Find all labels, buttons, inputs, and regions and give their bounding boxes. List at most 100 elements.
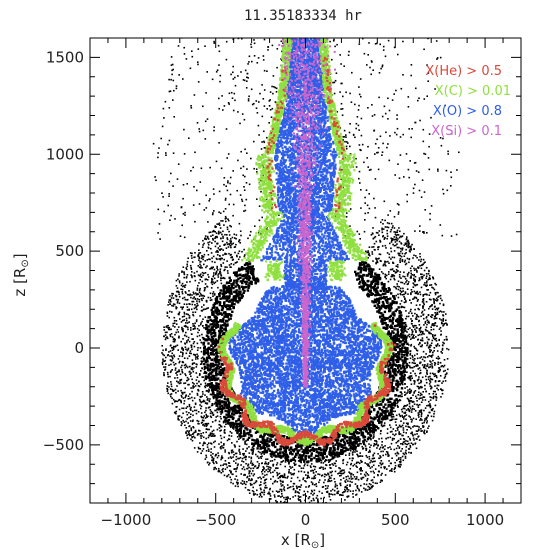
envelope-point bbox=[202, 274, 204, 277]
envelope-point bbox=[184, 324, 187, 327]
envelope-point bbox=[212, 441, 215, 444]
envelope-point bbox=[307, 455, 311, 458]
envelope-point bbox=[272, 441, 276, 444]
envelope-point bbox=[184, 363, 187, 366]
envelope-point bbox=[431, 419, 434, 422]
envelope-point bbox=[400, 255, 403, 258]
envelope-point bbox=[424, 388, 426, 390]
envelope-point bbox=[429, 396, 431, 398]
envelope-point bbox=[445, 319, 447, 322]
envelope-point bbox=[226, 237, 228, 239]
envelope-point bbox=[335, 465, 337, 467]
envelope-point bbox=[348, 452, 351, 455]
envelope-point bbox=[184, 396, 187, 399]
envelope-point bbox=[423, 430, 425, 433]
envelope-point bbox=[219, 255, 221, 257]
envelope-point bbox=[418, 319, 420, 322]
envelope-point bbox=[214, 384, 218, 388]
envelope-point bbox=[236, 481, 238, 484]
envelope-point bbox=[411, 291, 413, 293]
envelope-point bbox=[188, 434, 191, 437]
envelope-point bbox=[249, 430, 252, 433]
envelope-point bbox=[349, 484, 351, 486]
envelope-point bbox=[223, 322, 226, 326]
envelope-point bbox=[210, 319, 214, 322]
envelope-point bbox=[429, 363, 432, 366]
envelope-point bbox=[276, 448, 279, 451]
envelope-point bbox=[196, 363, 198, 366]
envelope-point bbox=[272, 465, 274, 467]
envelope-point bbox=[178, 419, 180, 421]
envelope-point bbox=[418, 320, 420, 323]
envelope-point bbox=[228, 465, 230, 467]
envelope-point bbox=[433, 288, 436, 291]
envelope-point bbox=[334, 470, 337, 473]
envelope-point bbox=[381, 425, 384, 428]
envelope-point bbox=[425, 316, 428, 318]
envelope-point bbox=[256, 455, 259, 458]
envelope-point bbox=[426, 365, 429, 367]
envelope-point bbox=[229, 224, 231, 227]
envelope-point bbox=[204, 272, 207, 274]
envelope-point bbox=[360, 468, 362, 470]
envelope-point bbox=[390, 448, 392, 450]
envelope-point bbox=[381, 219, 384, 221]
envelope-point bbox=[183, 311, 186, 314]
envelope-point bbox=[183, 382, 185, 385]
envelope-point bbox=[208, 428, 210, 431]
envelope-point bbox=[401, 383, 404, 386]
envelope-point bbox=[432, 324, 435, 327]
envelope-point bbox=[297, 495, 300, 497]
envelope-point bbox=[436, 384, 439, 387]
envelope-point bbox=[321, 455, 324, 458]
envelope-point bbox=[251, 453, 254, 455]
envelope-point bbox=[283, 488, 285, 490]
envelope-point bbox=[196, 302, 198, 305]
envelope-point bbox=[407, 344, 410, 346]
envelope-point bbox=[329, 480, 331, 483]
envelope-point bbox=[194, 403, 197, 406]
envelope-point bbox=[407, 408, 409, 410]
envelope-point bbox=[400, 353, 404, 356]
envelope-point bbox=[270, 478, 272, 480]
envelope-point bbox=[411, 419, 413, 421]
envelope-point bbox=[246, 467, 249, 470]
envelope-point bbox=[414, 275, 417, 278]
envelope-point bbox=[209, 432, 212, 434]
envelope-point bbox=[218, 420, 221, 423]
envelope-point bbox=[408, 242, 410, 245]
envelope-point bbox=[426, 330, 429, 332]
envelope-point bbox=[211, 411, 214, 414]
envelope-point bbox=[404, 393, 407, 396]
envelope-point bbox=[170, 383, 173, 385]
envelope-point bbox=[207, 436, 210, 439]
envelope-point bbox=[413, 439, 415, 441]
envelope-point bbox=[255, 453, 257, 456]
envelope-point bbox=[193, 345, 196, 348]
envelope-point bbox=[199, 363, 202, 365]
envelope-point bbox=[294, 491, 297, 494]
envelope-point bbox=[248, 475, 251, 477]
envelope-point bbox=[212, 281, 214, 283]
envelope-point bbox=[406, 349, 409, 353]
envelope-point bbox=[316, 494, 319, 497]
envelope-point bbox=[390, 258, 392, 260]
envelope-point bbox=[185, 317, 188, 320]
envelope-point bbox=[233, 237, 236, 239]
envelope-point bbox=[415, 325, 417, 327]
envelope-point bbox=[218, 232, 220, 234]
envelope-point bbox=[368, 253, 370, 255]
envelope-point bbox=[398, 309, 401, 313]
envelope-point bbox=[223, 474, 226, 477]
envelope-point bbox=[396, 440, 399, 443]
envelope-point bbox=[205, 384, 207, 386]
envelope-point bbox=[420, 430, 422, 432]
envelope-point bbox=[316, 505, 318, 507]
envelope-point bbox=[198, 282, 200, 284]
envelope-point bbox=[183, 357, 186, 359]
envelope-point bbox=[224, 460, 227, 462]
envelope-point bbox=[397, 238, 399, 240]
envelope-point bbox=[204, 385, 206, 388]
envelope-point bbox=[436, 376, 438, 379]
envelope-point bbox=[418, 324, 421, 326]
